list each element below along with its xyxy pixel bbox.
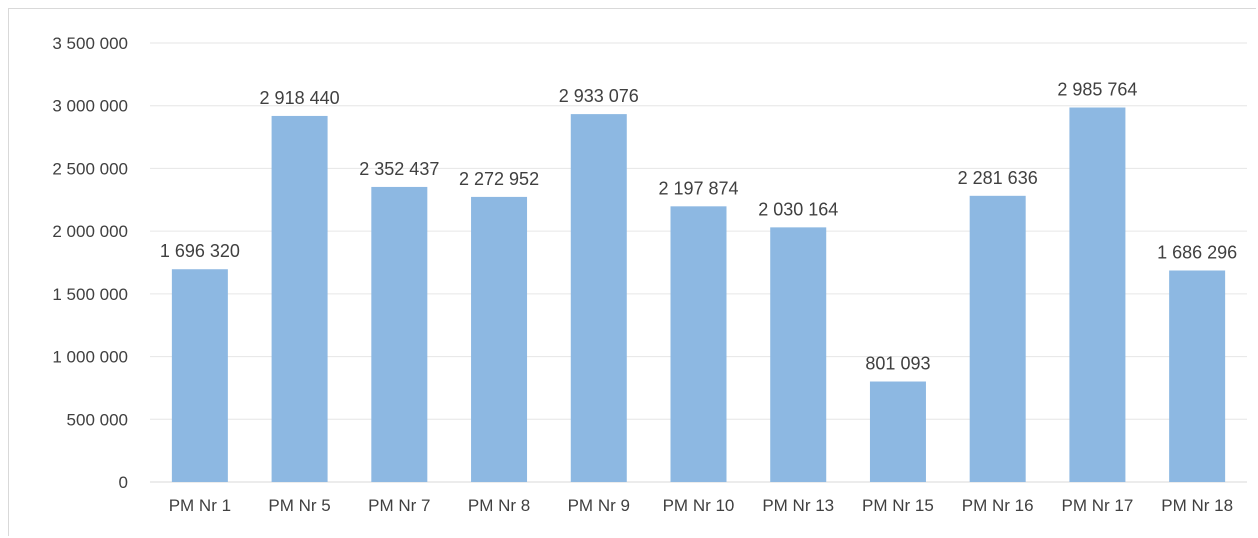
bar — [171, 269, 228, 482]
x-tick-label: PM Nr 9 — [568, 496, 630, 515]
data-labels: 1 696 320 2 918 440 2 352 437 2 272 952 2 93… — [160, 79, 1237, 373]
x-tick-label: PM Nr 7 — [368, 496, 430, 515]
data-label: 2 933 076 — [559, 86, 639, 106]
data-label: 2 985 764 — [1057, 79, 1137, 99]
data-label: 2 197 874 — [658, 178, 738, 198]
bar — [969, 195, 1026, 482]
y-tick-label: 2 000 000 — [52, 222, 128, 241]
x-tick-label: PM Nr 18 — [1161, 496, 1233, 515]
chart-frame — [8, 8, 1256, 536]
y-tick-label: 3 500 000 — [52, 34, 128, 53]
y-tick-label: 3 000 000 — [52, 97, 128, 116]
bar — [271, 115, 328, 482]
x-tick-label: PM Nr 16 — [962, 496, 1034, 515]
bar — [570, 114, 627, 483]
x-tick-label: PM Nr 10 — [663, 496, 735, 515]
x-tick-label: PM Nr 5 — [268, 496, 330, 515]
bar — [471, 196, 528, 483]
bar — [1069, 107, 1126, 483]
bar — [670, 206, 727, 483]
x-tick-label: PM Nr 1 — [169, 496, 231, 515]
data-label: 2 030 164 — [758, 199, 838, 219]
data-label: 2 352 437 — [359, 159, 439, 179]
data-label: 801 093 — [865, 354, 930, 374]
bar — [1169, 270, 1226, 482]
y-tick-label: 500 000 — [67, 410, 128, 429]
bar — [371, 186, 428, 482]
y-tick-label: 2 500 000 — [52, 159, 128, 178]
x-tick-label: PM Nr 17 — [1062, 496, 1134, 515]
data-label: 2 272 952 — [459, 169, 539, 189]
y-tick-label: 1 500 000 — [52, 285, 128, 304]
x-axis: PM Nr 1 PM Nr 5 PM Nr 7 PM Nr 8 PM Nr 9 PM Nr… — [169, 496, 1233, 515]
data-label: 2 918 440 — [260, 88, 340, 108]
y-axis: 0 500 000 1 000 000 1 500 000 2 000 000 2 500… — [52, 34, 128, 492]
y-tick-label: 1 000 000 — [52, 348, 128, 367]
x-tick-label: PM Nr 13 — [762, 496, 834, 515]
bar — [770, 227, 827, 482]
x-tick-label: PM Nr 15 — [862, 496, 934, 515]
bar — [869, 381, 926, 482]
data-label: 1 686 296 — [1157, 242, 1237, 262]
data-label: 2 281 636 — [958, 168, 1038, 188]
x-tick-label: PM Nr 8 — [468, 496, 530, 515]
data-label: 1 696 320 — [160, 241, 240, 261]
y-tick-label: 0 — [119, 473, 128, 492]
bars — [171, 107, 1226, 483]
